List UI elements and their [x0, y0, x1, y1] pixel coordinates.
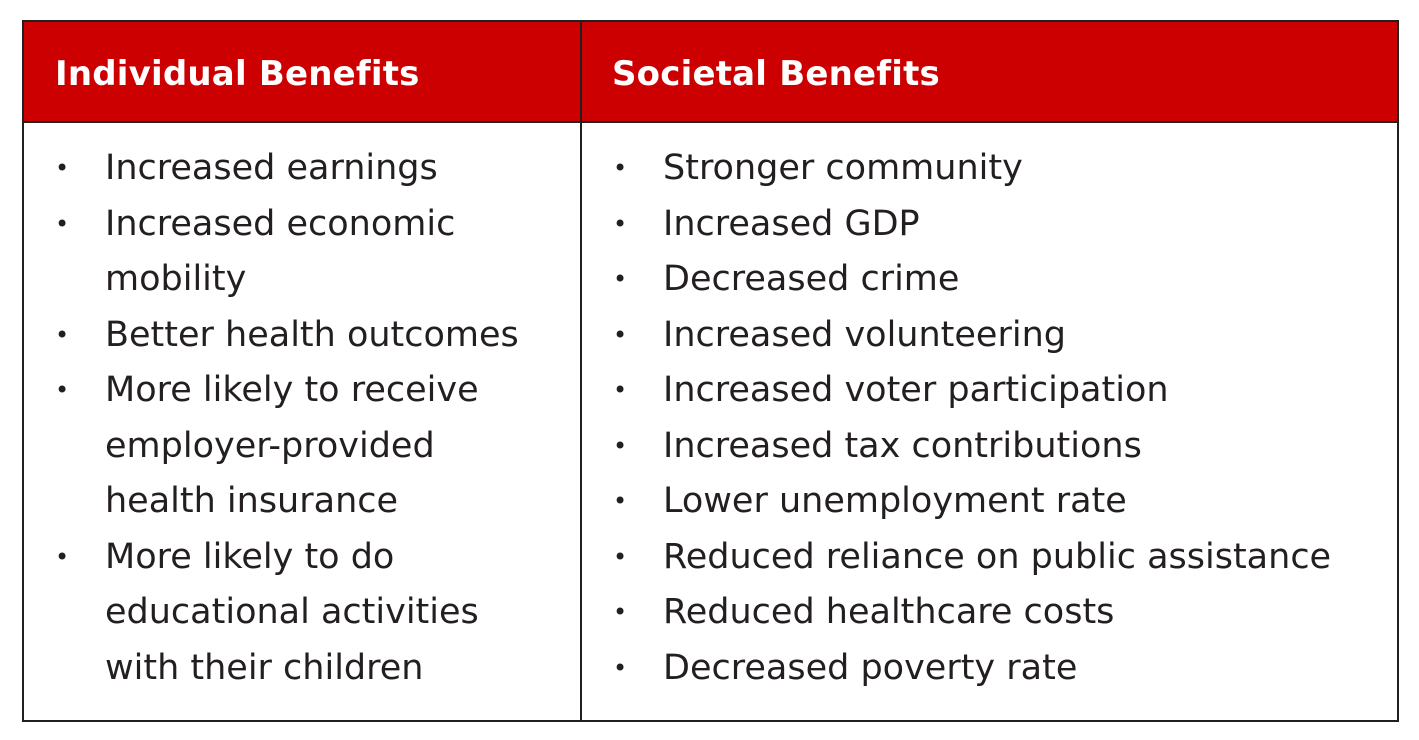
- individual-benefits-list: • Increased earnings • Increased economic mo…: [24, 141, 580, 696]
- list-item-text: mobility: [105, 259, 247, 299]
- bullet-icon: •: [613, 265, 628, 293]
- bullet-icon: •: [55, 542, 70, 571]
- list-item: • Lower unemployment rate: [582, 474, 1397, 530]
- bullet-icon: •: [613, 598, 628, 626]
- list-item: • More likely to do educational activities…: [24, 530, 580, 697]
- list-item-text: Better health outcomes: [105, 314, 519, 355]
- bullet-icon: •: [613, 487, 628, 515]
- list-item-text: Increased economic: [105, 203, 456, 244]
- list-item: • Stronger community: [582, 141, 1397, 197]
- list-item: • Better health outcomes: [24, 308, 580, 364]
- bullet-icon: •: [613, 542, 628, 571]
- list-item: • Increased volunteering: [582, 308, 1397, 364]
- list-item: • Reduced reliance on public assistance: [582, 530, 1397, 586]
- bullet-icon: •: [613, 653, 628, 682]
- bullet-icon: •: [613, 376, 628, 404]
- bullet-icon: •: [55, 320, 70, 349]
- list-item-text: Reduced reliance on public assistance: [663, 536, 1332, 577]
- list-item: • Increased earnings: [24, 141, 580, 197]
- list-item-text: with their children: [105, 647, 424, 688]
- list-item: • Increased tax contributions: [582, 419, 1397, 475]
- list-item: • Increased economic mobility: [24, 197, 580, 308]
- bullet-icon: •: [613, 209, 628, 238]
- column-heading-societal: Societal Benefits: [612, 54, 940, 94]
- list-item: • More likely to receive employer-provided…: [24, 363, 580, 530]
- benefits-table: Individual Benefits Societal Benefits • I…: [22, 20, 1399, 722]
- list-item-text: Increased GDP: [663, 203, 920, 244]
- list-item: • Reduced healthcare costs: [582, 585, 1397, 641]
- list-item-text: Increased tax contributions: [663, 425, 1142, 466]
- list-item-text: Reduced healthcare costs: [663, 592, 1115, 632]
- column-heading-individual: Individual Benefits: [55, 54, 420, 94]
- list-item-text: Lower unemployment rate: [663, 481, 1127, 521]
- bullet-icon: •: [613, 320, 628, 349]
- list-item-text: employer-provided: [105, 425, 435, 466]
- list-item-text: educational activities: [105, 592, 479, 632]
- bullet-icon: •: [613, 431, 628, 460]
- list-item-text: Decreased crime: [663, 259, 960, 299]
- list-item-text: Increased earnings: [105, 148, 438, 188]
- list-item-text: More likely to receive: [105, 370, 479, 410]
- list-item-text: health insurance: [105, 481, 399, 521]
- list-item: • Increased voter participation: [582, 363, 1397, 419]
- bullet-icon: •: [55, 209, 70, 238]
- bullet-icon: •: [613, 154, 628, 182]
- list-item-text: More likely to do: [105, 536, 395, 577]
- societal-benefits-list: • Stronger community • Increased GDP • Decrea…: [582, 141, 1397, 696]
- list-item: • Increased GDP: [582, 197, 1397, 253]
- list-item: • Decreased crime: [582, 252, 1397, 308]
- list-item-text: Decreased poverty rate: [663, 647, 1078, 688]
- bullet-icon: •: [55, 154, 70, 182]
- table-header-row: Individual Benefits Societal Benefits: [24, 22, 1397, 123]
- bullet-icon: •: [55, 376, 70, 404]
- list-item-text: Increased volunteering: [663, 314, 1066, 355]
- list-item: • Decreased poverty rate: [582, 641, 1397, 697]
- list-item-text: Increased voter participation: [663, 370, 1169, 410]
- list-item-text: Stronger community: [663, 148, 1023, 188]
- column-divider: [580, 22, 582, 720]
